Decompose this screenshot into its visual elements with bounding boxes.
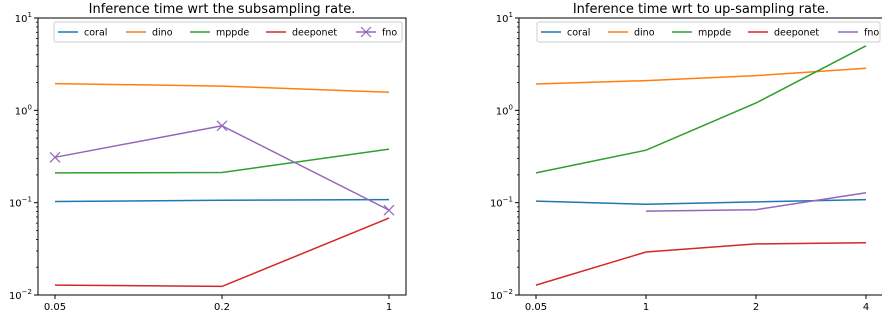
plot-frame xyxy=(37,17,407,296)
series-line-coral xyxy=(54,198,390,203)
x-tick-label: 1 xyxy=(643,302,649,313)
y-tick-label: 10−2 xyxy=(490,288,513,302)
chart-title: Inference time wrt the subsampling rate. xyxy=(89,2,356,17)
data-point-fno xyxy=(49,151,61,163)
data-point-fno xyxy=(216,120,228,132)
x-tick-label: 0.05 xyxy=(525,302,547,313)
y-tick-label: 10−1 xyxy=(490,196,513,210)
y-tick-label: 10−1 xyxy=(9,196,32,210)
x-tick-label: 1 xyxy=(386,302,392,313)
legend: coral dino mppde deeponet fno xyxy=(536,21,881,43)
legend: coral dino mppde deeponet fno xyxy=(53,21,403,43)
y-tick-label: 100 xyxy=(496,103,513,117)
y-tick-label: 101 xyxy=(496,11,513,25)
chart-panel-1: Inference time wrt the subsampling rate.… xyxy=(9,2,407,313)
legend-label-mppde: mppde xyxy=(216,28,249,39)
legend-label-deeponet: deeponet xyxy=(774,28,819,39)
legend-label-deeponet: deeponet xyxy=(292,28,337,39)
data-point-fno xyxy=(383,204,395,216)
y-tick-label: 100 xyxy=(15,103,32,117)
legend-label-dino: dino xyxy=(152,28,173,39)
series-line-mppde xyxy=(535,45,867,174)
plot-frame xyxy=(518,17,882,296)
legend-label-fno: fno xyxy=(382,28,397,39)
legend-box xyxy=(53,21,403,43)
series-line-dino xyxy=(54,82,390,93)
legend-label-coral: coral xyxy=(84,28,107,39)
series-line-mppde xyxy=(54,148,390,174)
legend-marker-fno xyxy=(360,26,372,38)
legend-label-dino: dino xyxy=(634,28,655,39)
x-tick-label: 4 xyxy=(863,302,869,313)
legend-label-coral: coral xyxy=(567,28,590,39)
series-line-fno xyxy=(645,192,867,212)
legend-box xyxy=(536,21,881,43)
y-tick-label: 10−2 xyxy=(9,288,32,302)
chart-panel-2: Inference time wrt to up-sampling rate. 1… xyxy=(490,2,882,313)
series-line-deeponet xyxy=(535,242,867,286)
x-tick-label: 0.05 xyxy=(44,302,66,313)
series-line-deeponet xyxy=(54,217,390,288)
series-line-dino xyxy=(535,67,867,85)
y-tick-label: 101 xyxy=(15,11,32,25)
x-tick-label: 0.2 xyxy=(214,302,230,313)
legend-label-mppde: mppde xyxy=(698,28,731,39)
x-tick-label: 2 xyxy=(753,302,759,313)
legend-label-fno: fno xyxy=(864,28,879,39)
series-line-fno xyxy=(54,125,390,211)
chart-title: Inference time wrt to up-sampling rate. xyxy=(573,2,829,17)
